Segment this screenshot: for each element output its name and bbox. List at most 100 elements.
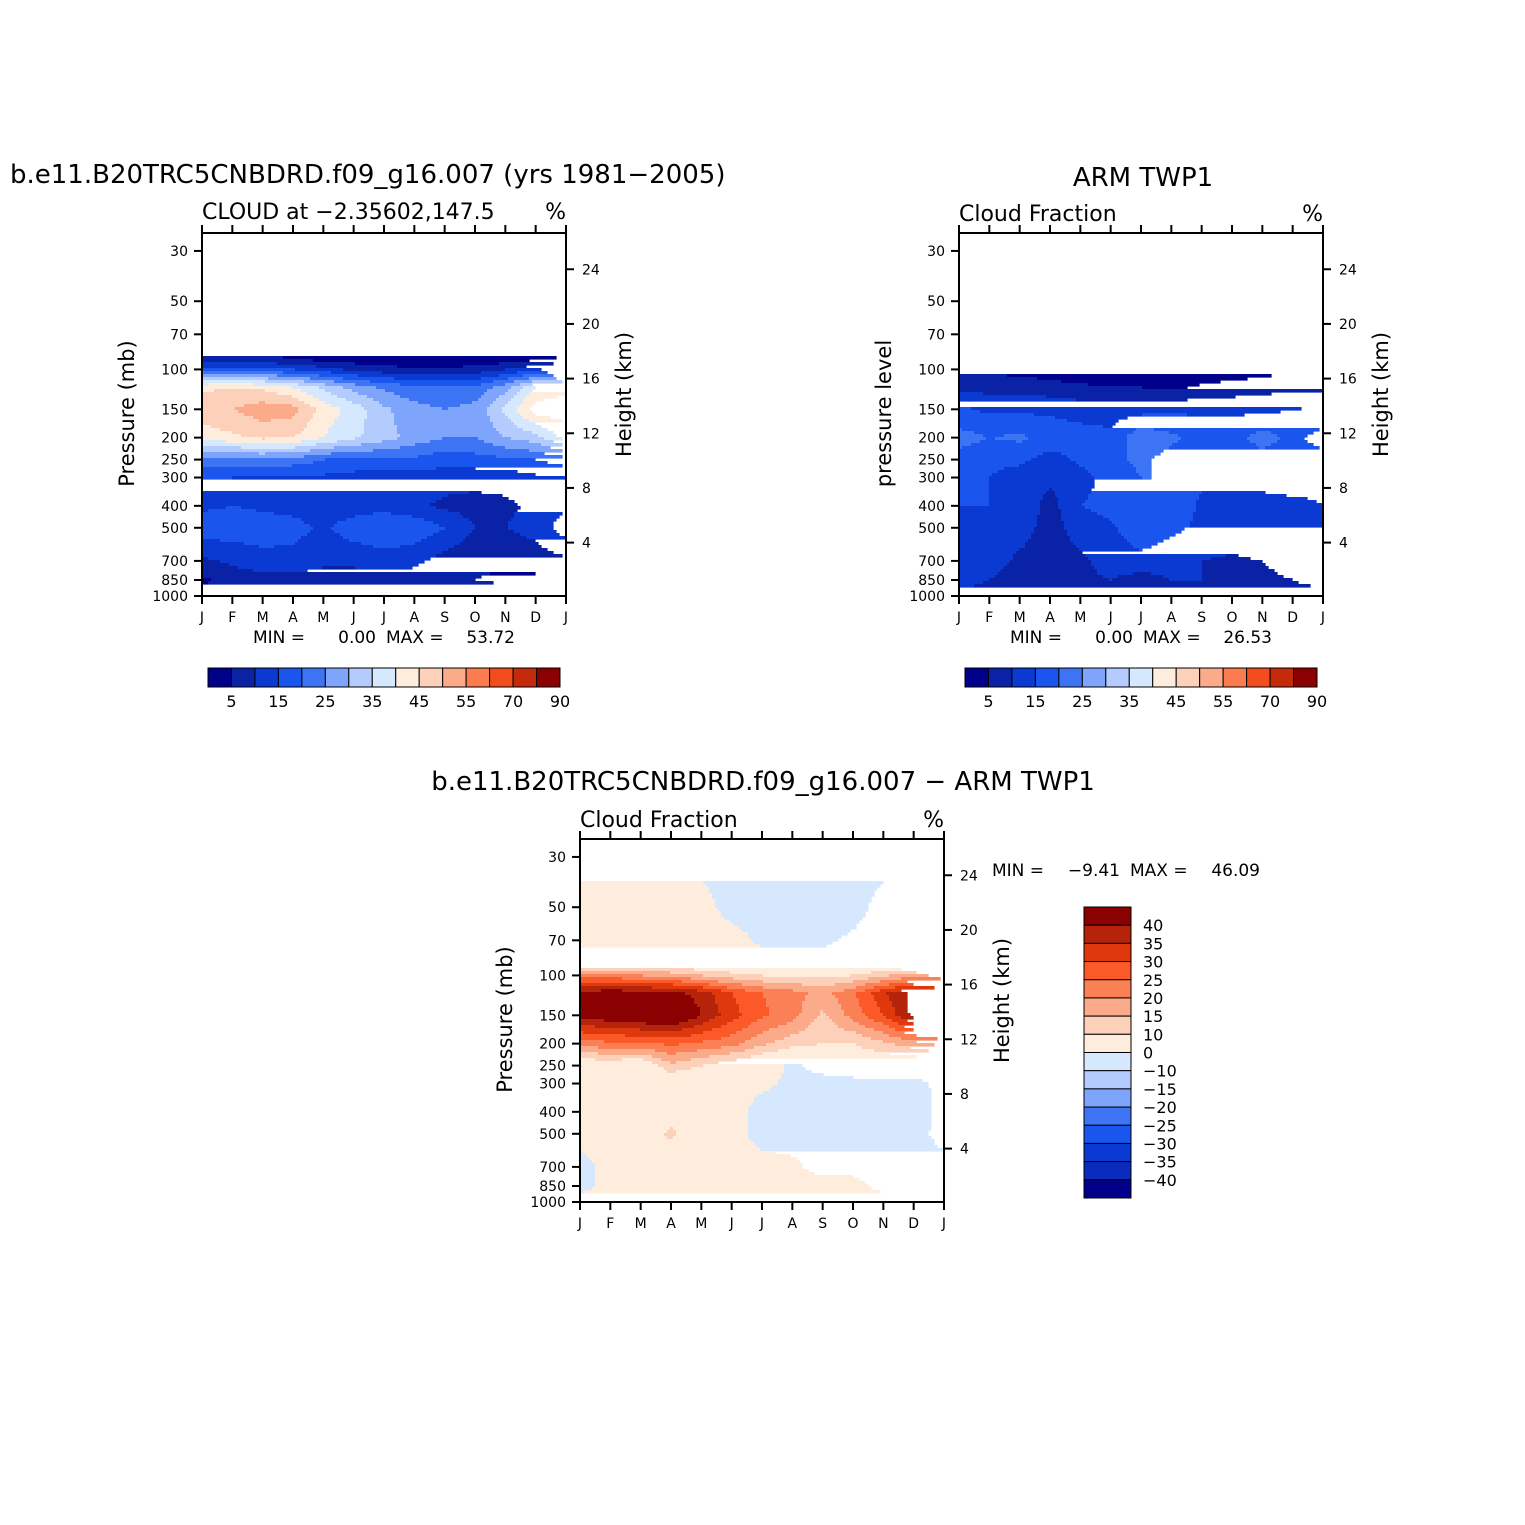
heatmap-cell: [1226, 554, 1239, 558]
heatmap-cell: [202, 440, 227, 444]
heatmap-cell: [959, 443, 972, 447]
heatmap-cell: [959, 518, 1038, 522]
heatmap-cell: [1088, 494, 1200, 498]
heatmap-cell: [959, 515, 1038, 519]
heatmap-cell: [709, 890, 875, 894]
heatmap-cell: [1112, 578, 1170, 582]
x-tick-label: M: [1074, 610, 1086, 626]
heatmap-cell: [1202, 578, 1293, 582]
heatmap-cell: [892, 1004, 908, 1008]
heatmap-cell: [670, 1061, 677, 1065]
heatmap-cell: [980, 410, 1281, 414]
heatmap-cell: [382, 371, 482, 375]
heatmap-cell: [959, 461, 1026, 465]
heatmap-cell: [202, 386, 293, 390]
y2-tick-label: 4: [1339, 536, 1348, 552]
heatmap-cell: [718, 908, 869, 912]
heatmap-cell: [595, 1181, 866, 1185]
heatmap-cell: [742, 1013, 770, 1017]
heatmap-cell: [580, 1121, 749, 1125]
heatmap-cell: [959, 485, 990, 489]
heatmap-cell: [472, 530, 515, 534]
panel1-max-label: MAX =: [386, 628, 444, 648]
heatmap-cell: [959, 542, 1026, 546]
heatmap-cell: [487, 413, 506, 417]
heatmap-cell: [883, 1022, 899, 1026]
heatmap-cell: [959, 431, 975, 435]
panel2-plot: J F M A M J J A S O N D J 30 50 70 100 150 200 250 300 400 500…: [872, 225, 1393, 626]
heatmap-cell: [202, 476, 233, 480]
heatmap-cell: [1037, 455, 1068, 459]
heatmap-cell: [715, 995, 734, 999]
heatmap-cell: [595, 1178, 860, 1182]
y-tick-label: 200: [539, 1037, 566, 1053]
heatmap-cell: [241, 506, 437, 510]
heatmap-cell: [580, 923, 734, 927]
heatmap-cell: [757, 1019, 794, 1023]
heatmap-cell: [1097, 512, 1194, 516]
heatmap-cell: [358, 392, 395, 396]
heatmap-cell: [532, 431, 554, 435]
x-tick-label: F: [228, 610, 236, 626]
heatmap-cell: [580, 1154, 587, 1158]
heatmap-cell: [901, 977, 941, 981]
heatmap-cell: [1067, 530, 1119, 534]
heatmap-cell: [1076, 545, 1134, 549]
heatmap-cell: [1028, 437, 1128, 441]
heatmap-cell: [580, 1010, 701, 1014]
heatmap-cell: [400, 545, 455, 549]
heatmap-cell: [883, 1031, 905, 1035]
heatmap-cell: [962, 428, 1137, 432]
heatmap-cell: [271, 419, 311, 423]
heatmap-cell: [1037, 521, 1065, 525]
x-tick-label: F: [985, 610, 993, 626]
heatmap-cell: [1202, 491, 1266, 495]
y-tick-label: 100: [918, 362, 945, 378]
heatmap-cell: [481, 383, 506, 387]
heatmap-cell: [898, 1022, 914, 1026]
heatmap-cell: [580, 1001, 695, 1005]
heatmap-cell: [739, 926, 857, 930]
heatmap-cell: [805, 1028, 845, 1032]
colorbar-label: 35: [1143, 934, 1163, 953]
heatmap-cell: [643, 974, 704, 978]
heatmap-cell: [989, 488, 1050, 492]
heatmap-cell: [304, 428, 329, 432]
heatmap-cell: [310, 530, 335, 534]
heatmap-cell: [580, 932, 749, 936]
heatmap-cell: [580, 911, 722, 915]
heatmap-cell: [703, 1040, 746, 1044]
heatmap-cell: [583, 1190, 881, 1194]
panel1-units: %: [545, 200, 566, 225]
heatmap-cell: [523, 374, 554, 378]
heatmap-cell: [355, 362, 500, 366]
heatmap-cell: [580, 926, 740, 930]
heatmap-cell: [757, 1145, 938, 1149]
heatmap-cell: [694, 1025, 722, 1029]
heatmap-cell: [1094, 476, 1143, 480]
heatmap-cell: [1067, 419, 1119, 423]
heatmap-cell: [202, 578, 212, 582]
heatmap-cell: [676, 1070, 785, 1074]
heatmap-cell: [995, 437, 1029, 441]
heatmap-cell: [769, 1028, 806, 1032]
heatmap-cell: [508, 524, 554, 528]
heatmap-cell: [439, 530, 473, 534]
heatmap-cell: [481, 371, 518, 375]
heatmap-cell: [1193, 518, 1323, 522]
heatmap-cell: [1085, 467, 1137, 471]
heatmap-cell: [334, 530, 440, 534]
heatmap-cell: [358, 374, 500, 378]
heatmap-cell: [202, 494, 449, 498]
heatmap-cell: [538, 434, 557, 438]
heatmap-cell: [694, 1001, 716, 1005]
heatmap-cell: [364, 407, 392, 411]
heatmap-cell: [856, 995, 875, 999]
heatmap-cell: [520, 404, 533, 408]
heatmap-cell: [721, 989, 746, 993]
colorbar-label: −30: [1143, 1134, 1177, 1153]
heatmap-cell: [805, 998, 839, 1002]
heatmap-cell: [796, 1016, 818, 1020]
heatmap-cell: [1142, 386, 1188, 390]
heatmap-cell: [1040, 506, 1059, 510]
